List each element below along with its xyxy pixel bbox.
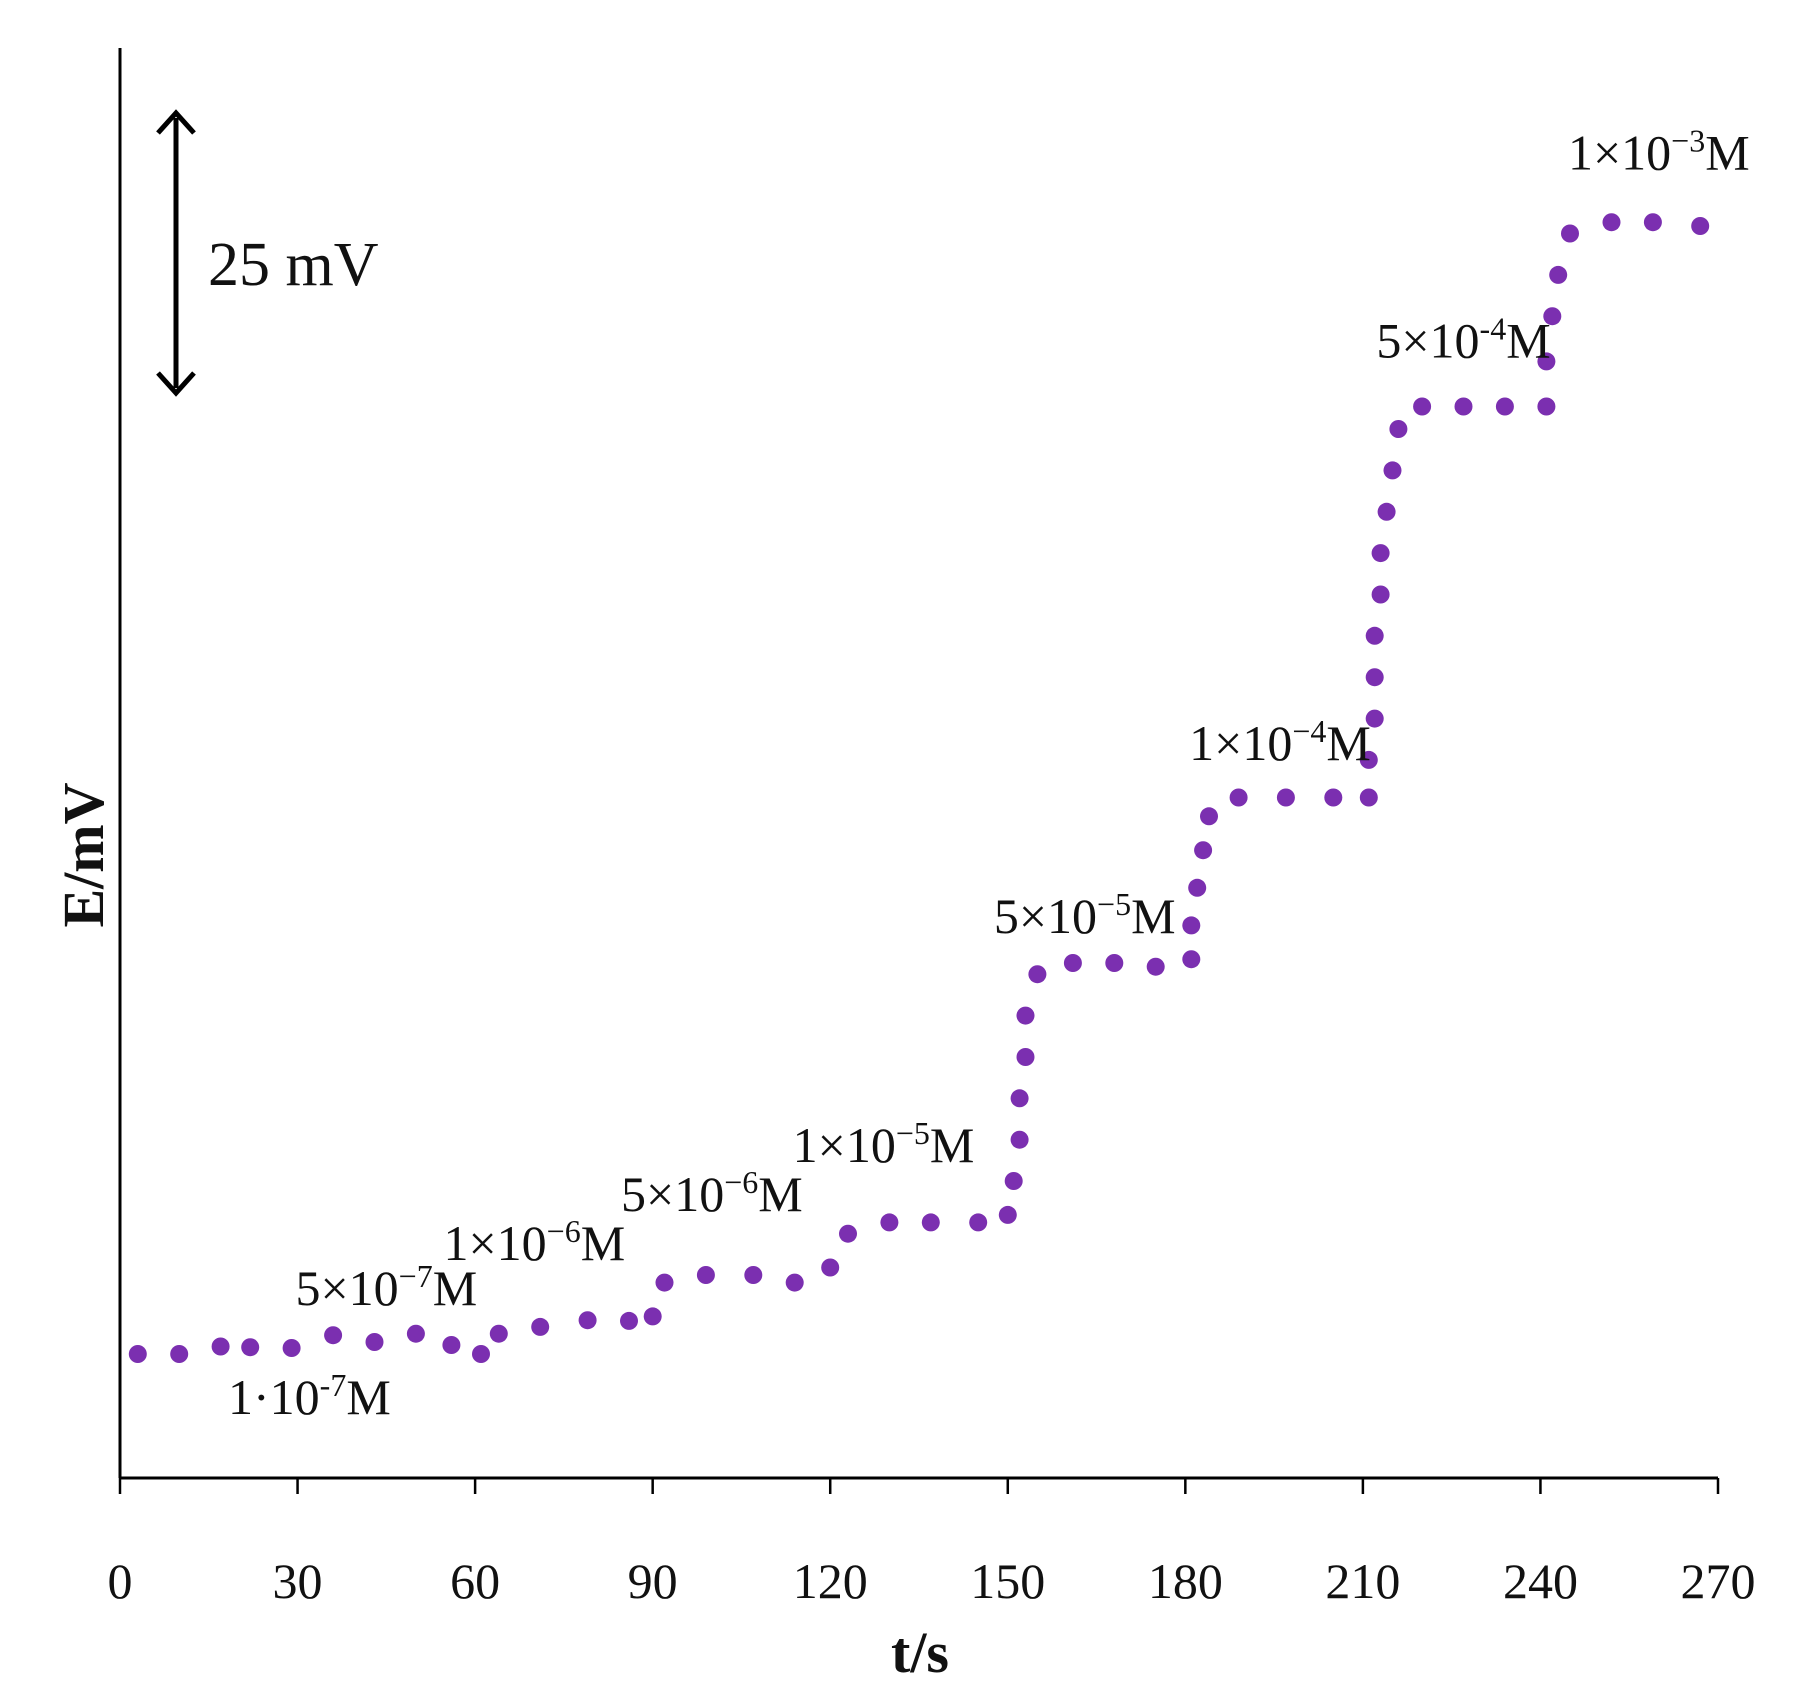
data-point xyxy=(1276,788,1295,807)
x-ticks xyxy=(118,1478,1720,1494)
data-point xyxy=(1602,213,1621,232)
scale-bar-label: 25 mV xyxy=(208,231,379,299)
data-point xyxy=(1188,878,1207,897)
data-point xyxy=(1413,397,1432,416)
data-point xyxy=(1028,965,1047,984)
data-point xyxy=(1016,1048,1035,1066)
data-point xyxy=(1194,841,1213,860)
data-point xyxy=(170,1345,189,1363)
data-point xyxy=(1359,788,1378,807)
concentration-label: 1×10−5M xyxy=(793,1115,975,1173)
x-tick-label: 150 xyxy=(970,1553,1045,1609)
data-points xyxy=(128,213,1710,1363)
data-point xyxy=(472,1345,490,1363)
data-point xyxy=(1324,788,1343,807)
x-tick-label: 210 xyxy=(1325,1553,1400,1609)
data-point xyxy=(643,1307,662,1326)
data-point xyxy=(1063,954,1082,972)
data-point xyxy=(921,1213,940,1232)
data-point xyxy=(531,1317,550,1336)
x-tick-label: 60 xyxy=(450,1553,500,1609)
data-point xyxy=(696,1266,715,1284)
data-point xyxy=(1365,668,1384,687)
data-point xyxy=(1389,420,1408,438)
data-point xyxy=(1229,788,1248,807)
y-axis-title: E/mV xyxy=(51,782,116,927)
data-point xyxy=(1182,916,1201,935)
data-point xyxy=(1537,397,1556,416)
data-point xyxy=(880,1213,899,1232)
data-point xyxy=(324,1326,343,1345)
data-point xyxy=(1182,950,1201,969)
scale-bar-arrow-top-icon xyxy=(156,109,196,135)
x-tick-label: 120 xyxy=(793,1553,868,1609)
data-point xyxy=(489,1324,508,1343)
data-point xyxy=(1359,750,1378,769)
data-point xyxy=(1365,626,1384,645)
scale-bar-arrow-bottom-icon xyxy=(156,371,196,397)
data-point xyxy=(1010,1089,1029,1108)
concentration-label: 1×10−6M xyxy=(443,1213,625,1271)
data-point xyxy=(1643,213,1662,232)
concentration-label: 1×10−3M xyxy=(1568,123,1750,181)
data-point xyxy=(821,1258,840,1277)
data-point xyxy=(839,1224,857,1243)
data-point xyxy=(1200,807,1218,826)
concentration-label: 5×10−5M xyxy=(994,886,1176,944)
data-point xyxy=(969,1213,988,1232)
data-point xyxy=(1495,397,1514,416)
concentration-label: 1·10-7M xyxy=(228,1367,391,1425)
concentration-labels: 1·10-7M 5×10−7M1×10−6M5×10−6M1×10−5M 5×10−… xyxy=(228,123,1750,1426)
concentration-label: 1×10−4M xyxy=(1189,713,1371,771)
x-tick-label: 180 xyxy=(1148,1553,1223,1609)
data-point xyxy=(1016,1006,1035,1025)
x-tick-label: 90 xyxy=(628,1553,678,1609)
concentration-label: 5×10-4M xyxy=(1376,311,1550,369)
concentration-label: 5×10−6M xyxy=(621,1164,803,1222)
data-point xyxy=(1383,461,1402,480)
scale-bar: 25 mV xyxy=(156,109,379,397)
data-point xyxy=(998,1205,1017,1224)
data-point xyxy=(282,1339,301,1357)
data-point xyxy=(785,1273,804,1292)
concentration-label: 5×10−7M xyxy=(295,1258,477,1316)
data-point xyxy=(406,1324,425,1343)
x-tick-label: 0 xyxy=(108,1553,133,1609)
data-point xyxy=(1365,709,1384,728)
data-point xyxy=(442,1336,461,1354)
data-point xyxy=(241,1338,260,1357)
data-point xyxy=(1371,585,1390,604)
data-point xyxy=(1454,397,1473,416)
data-point xyxy=(1549,265,1568,284)
x-axis-title: t/s xyxy=(891,1620,949,1685)
data-point xyxy=(1371,544,1390,563)
data-point xyxy=(365,1333,384,1351)
data-point xyxy=(1691,217,1710,235)
x-tick-label: 270 xyxy=(1681,1553,1756,1609)
data-point xyxy=(1105,954,1124,972)
data-point xyxy=(1377,502,1396,521)
x-tick-labels: 0 30 60 90 120 150 180 210 240 270 xyxy=(108,1553,1756,1609)
data-point xyxy=(128,1345,147,1363)
data-point xyxy=(1561,224,1579,243)
x-tick-label: 30 xyxy=(273,1553,323,1609)
data-point xyxy=(211,1337,230,1356)
data-point xyxy=(1537,352,1556,371)
data-point xyxy=(1004,1172,1023,1190)
data-point xyxy=(655,1273,674,1292)
data-point xyxy=(1146,957,1165,976)
data-point xyxy=(578,1311,597,1330)
data-point xyxy=(620,1311,638,1330)
data-point xyxy=(744,1266,763,1284)
data-point xyxy=(1543,307,1562,326)
x-tick-label: 240 xyxy=(1503,1553,1578,1609)
data-point xyxy=(1010,1130,1029,1149)
